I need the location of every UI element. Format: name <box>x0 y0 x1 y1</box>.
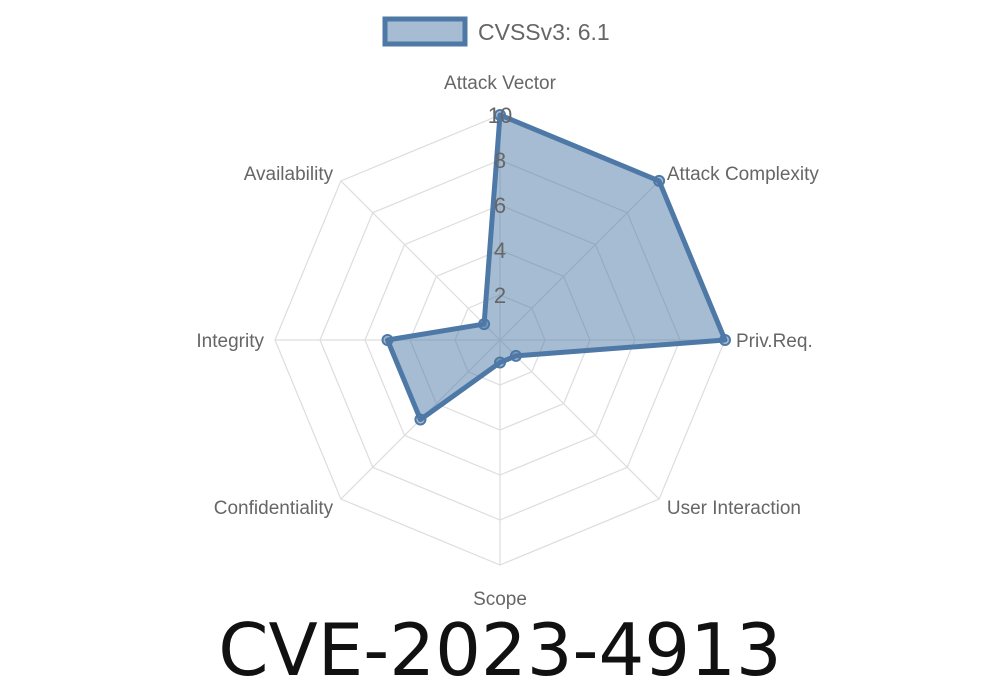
axis-label: User Interaction <box>667 498 801 519</box>
axis-label: Attack Vector <box>444 73 557 94</box>
data-point <box>509 349 522 362</box>
axis-label: Integrity <box>196 331 264 352</box>
page-title: CVE-2023-4913 <box>218 608 782 692</box>
axis-label: Availability <box>244 164 334 185</box>
r-tick-label: 6 <box>494 193 506 218</box>
r-tick-label: 10 <box>488 103 512 128</box>
grid-spoke <box>499 339 660 500</box>
data-point <box>478 318 491 331</box>
axis-label: Priv.Req. <box>736 331 813 352</box>
axis-label: Attack Complexity <box>667 164 820 185</box>
data-point <box>494 356 506 369</box>
grid-spoke <box>340 180 501 341</box>
legend-swatch <box>382 16 468 47</box>
r-tick-label: 4 <box>494 238 506 263</box>
data-point <box>381 334 394 346</box>
r-tick-label: 2 <box>494 283 506 308</box>
data-point <box>653 174 666 187</box>
data-point <box>719 334 731 346</box>
axis-label: Confidentiality <box>214 498 334 519</box>
legend-label: CVSSv3: 6.1 <box>478 19 610 45</box>
data-point <box>414 413 427 426</box>
r-tick-label: 8 <box>494 148 506 173</box>
series-area <box>385 112 728 423</box>
axis-label: Scope <box>473 589 527 610</box>
data-point <box>494 109 506 121</box>
